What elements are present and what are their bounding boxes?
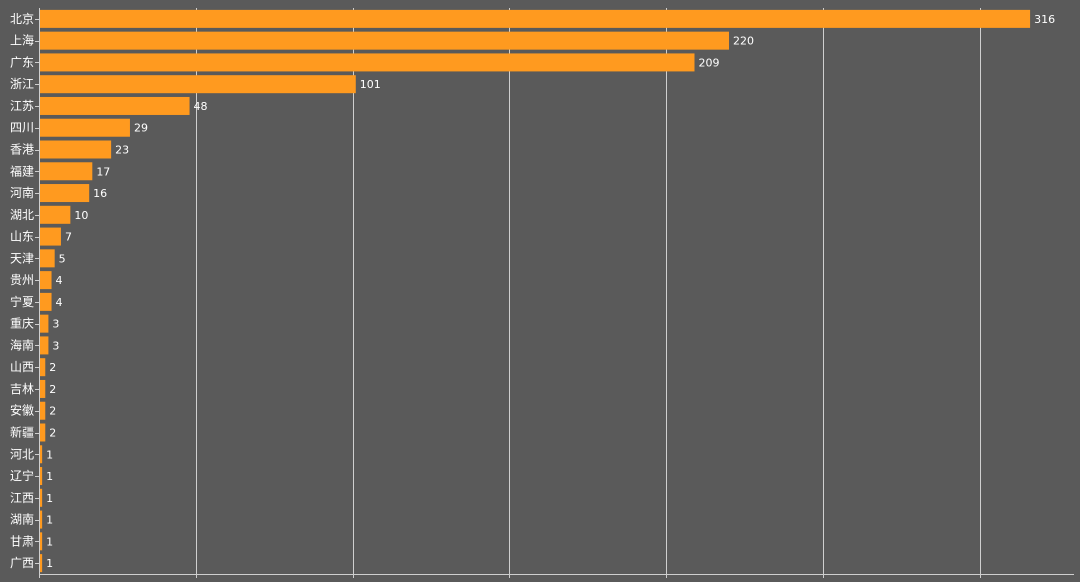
value-label-宁夏: 4: [56, 296, 63, 309]
category-label-海南: 海南: [10, 337, 34, 352]
bar-吉林: [40, 379, 46, 398]
value-label-重庆: 3: [52, 318, 59, 331]
value-label-湖南: 1: [46, 514, 53, 527]
value-label-贵州: 4: [56, 274, 63, 287]
category-label-新疆: 新疆: [10, 425, 34, 440]
value-label-湖北: 10: [74, 209, 88, 222]
category-label-湖北: 湖北: [10, 207, 34, 222]
category-label-辽宁: 辽宁: [10, 468, 34, 483]
value-label-天津: 5: [59, 252, 66, 265]
value-label-上海: 220: [733, 35, 754, 48]
value-label-福建: 17: [96, 165, 110, 178]
bar-新疆: [40, 423, 46, 442]
bar-山东: [40, 227, 61, 246]
category-label-安徽: 安徽: [10, 403, 34, 418]
category-label-北京: 北京: [10, 12, 34, 26]
category-label-宁夏: 宁夏: [10, 294, 34, 309]
bar-重庆: [40, 314, 49, 333]
category-label-天津: 天津: [10, 251, 34, 265]
bar-湖南: [40, 510, 43, 529]
category-label-福建: 福建: [10, 163, 34, 178]
category-label-江西: 江西: [10, 491, 34, 505]
bar-江西: [40, 488, 43, 507]
value-label-江西: 1: [46, 492, 53, 505]
category-label-广东: 广东: [10, 55, 34, 69]
bar-安徽: [40, 401, 46, 420]
bar-天津: [40, 249, 55, 268]
bar-贵州: [40, 271, 52, 290]
category-label-河南: 河南: [10, 185, 34, 200]
category-label-河北: 河北: [10, 447, 34, 461]
category-label-山东: 山东: [10, 230, 34, 244]
value-label-北京: 316: [1034, 13, 1055, 26]
value-label-海南: 3: [52, 339, 59, 352]
value-label-广东: 209: [699, 56, 720, 69]
value-label-江苏: 48: [194, 100, 208, 113]
bar-香港: [40, 140, 112, 159]
category-label-四川: 四川: [10, 121, 34, 135]
bar-辽宁: [40, 467, 43, 486]
value-label-新疆: 2: [49, 427, 56, 440]
bar-海南: [40, 336, 49, 355]
category-label-山西: 山西: [10, 360, 34, 374]
value-label-四川: 29: [134, 122, 148, 135]
category-label-重庆: 重庆: [10, 317, 34, 331]
value-label-甘肃: 1: [46, 535, 53, 548]
bar-湖北: [40, 205, 71, 224]
category-label-贵州: 贵州: [10, 273, 34, 287]
value-label-安徽: 2: [49, 405, 56, 418]
bar-北京: [40, 9, 1031, 28]
bar-四川: [40, 118, 130, 137]
category-label-甘肃: 甘肃: [10, 534, 34, 548]
value-label-香港: 23: [115, 144, 129, 157]
category-label-江苏: 江苏: [10, 99, 34, 113]
category-label-上海: 上海: [10, 33, 34, 48]
bar-河北: [40, 445, 43, 464]
value-label-山东: 7: [65, 231, 72, 244]
bar-上海: [40, 31, 729, 50]
category-label-浙江: 浙江: [10, 77, 34, 91]
value-label-吉林: 2: [49, 383, 56, 396]
category-label-广西: 广西: [10, 556, 34, 570]
bar-广东: [40, 53, 695, 72]
category-label-湖南: 湖南: [10, 512, 34, 527]
bar-广西: [40, 554, 43, 573]
value-label-山西: 2: [49, 361, 56, 374]
value-label-河南: 16: [93, 187, 107, 200]
bar-浙江: [40, 75, 356, 94]
bar-甘肃: [40, 532, 43, 551]
category-label-吉林: 吉林: [10, 382, 34, 396]
bar-宁夏: [40, 292, 52, 311]
category-label-香港: 香港: [10, 143, 34, 157]
bar-山西: [40, 358, 46, 377]
bar-福建: [40, 162, 93, 181]
bar-江苏: [40, 96, 190, 115]
value-label-河北: 1: [46, 448, 53, 461]
value-label-辽宁: 1: [46, 470, 53, 483]
bar-河南: [40, 184, 90, 203]
value-label-浙江: 101: [360, 78, 381, 91]
value-label-广西: 1: [46, 557, 53, 570]
